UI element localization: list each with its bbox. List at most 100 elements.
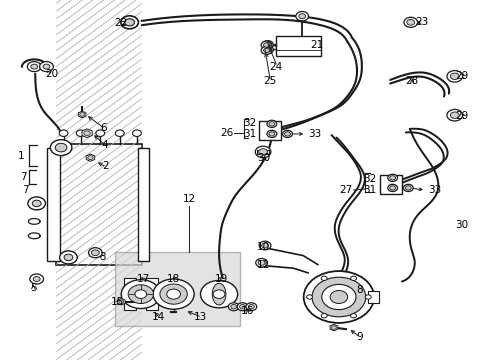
- Circle shape: [166, 289, 180, 299]
- Circle shape: [88, 248, 102, 258]
- Circle shape: [321, 284, 355, 310]
- Bar: [115, 252, 239, 326]
- Circle shape: [31, 64, 38, 69]
- Circle shape: [268, 132, 274, 136]
- Circle shape: [153, 279, 194, 309]
- Circle shape: [259, 241, 270, 250]
- Text: 29: 29: [454, 111, 468, 121]
- Text: 7: 7: [20, 172, 26, 182]
- Text: 30: 30: [455, 220, 468, 230]
- Text: 17: 17: [136, 274, 150, 284]
- Circle shape: [268, 122, 274, 126]
- Circle shape: [135, 290, 146, 298]
- Circle shape: [160, 284, 187, 304]
- Text: 4: 4: [101, 140, 108, 150]
- Circle shape: [43, 64, 50, 69]
- Circle shape: [449, 73, 458, 80]
- Bar: [276, 36, 321, 56]
- Text: 14: 14: [152, 312, 165, 322]
- Text: 2: 2: [102, 161, 108, 171]
- Bar: [123, 278, 136, 310]
- Text: 15: 15: [110, 297, 124, 307]
- Circle shape: [28, 197, 45, 210]
- Bar: [138, 148, 149, 261]
- Circle shape: [389, 176, 395, 180]
- Circle shape: [40, 62, 53, 72]
- Text: 27: 27: [339, 185, 352, 195]
- Circle shape: [282, 130, 292, 138]
- Circle shape: [295, 12, 308, 21]
- Circle shape: [213, 290, 224, 298]
- Circle shape: [64, 254, 73, 261]
- Circle shape: [80, 113, 84, 116]
- Text: 20: 20: [45, 69, 58, 79]
- Circle shape: [365, 295, 370, 299]
- Circle shape: [446, 71, 462, 82]
- Circle shape: [33, 276, 40, 282]
- Text: 13: 13: [193, 312, 207, 322]
- Circle shape: [87, 156, 93, 159]
- Bar: [379, 175, 401, 194]
- Text: 18: 18: [166, 274, 180, 284]
- Text: 29: 29: [454, 71, 468, 81]
- Circle shape: [350, 276, 356, 280]
- Circle shape: [389, 186, 395, 190]
- Circle shape: [258, 260, 264, 265]
- Text: 33: 33: [307, 129, 321, 139]
- Text: 16: 16: [240, 306, 253, 316]
- Circle shape: [228, 303, 239, 311]
- Circle shape: [321, 314, 326, 318]
- Circle shape: [96, 130, 104, 136]
- Circle shape: [350, 314, 356, 318]
- Polygon shape: [82, 129, 92, 138]
- Circle shape: [306, 295, 312, 299]
- Circle shape: [261, 46, 271, 54]
- Circle shape: [55, 143, 67, 152]
- Circle shape: [406, 19, 414, 25]
- Text: 6: 6: [100, 123, 107, 133]
- Circle shape: [59, 130, 68, 136]
- Circle shape: [245, 303, 256, 311]
- Circle shape: [27, 62, 41, 72]
- Ellipse shape: [212, 283, 225, 305]
- Text: 26: 26: [219, 128, 233, 138]
- Circle shape: [230, 305, 236, 309]
- Bar: [256, 150, 269, 154]
- Polygon shape: [86, 154, 95, 161]
- Circle shape: [248, 305, 254, 309]
- Text: 22: 22: [114, 18, 128, 28]
- Text: 31: 31: [363, 185, 376, 195]
- Circle shape: [119, 300, 123, 303]
- Circle shape: [311, 277, 365, 317]
- Polygon shape: [329, 324, 337, 331]
- Text: 11: 11: [256, 260, 269, 270]
- Text: 9: 9: [355, 332, 362, 342]
- Circle shape: [76, 130, 85, 136]
- Circle shape: [266, 130, 276, 138]
- Circle shape: [405, 186, 410, 190]
- Circle shape: [258, 149, 267, 155]
- Circle shape: [446, 109, 462, 121]
- Circle shape: [387, 184, 397, 192]
- Circle shape: [124, 19, 134, 26]
- Text: 32: 32: [243, 118, 256, 128]
- Text: 32: 32: [363, 174, 376, 184]
- Text: 10: 10: [256, 242, 269, 252]
- Text: 25: 25: [263, 76, 276, 86]
- Circle shape: [262, 46, 273, 54]
- Circle shape: [403, 184, 412, 192]
- Circle shape: [329, 291, 347, 303]
- Text: 33: 33: [427, 185, 440, 195]
- Circle shape: [132, 130, 141, 136]
- Circle shape: [237, 303, 247, 311]
- Circle shape: [83, 131, 90, 136]
- Circle shape: [264, 42, 270, 47]
- Circle shape: [303, 271, 373, 323]
- Text: 7: 7: [22, 185, 29, 195]
- Circle shape: [115, 130, 124, 136]
- Text: 12: 12: [182, 194, 196, 204]
- Circle shape: [331, 326, 336, 329]
- Circle shape: [264, 48, 270, 52]
- Text: 24: 24: [269, 62, 283, 72]
- Circle shape: [200, 280, 237, 308]
